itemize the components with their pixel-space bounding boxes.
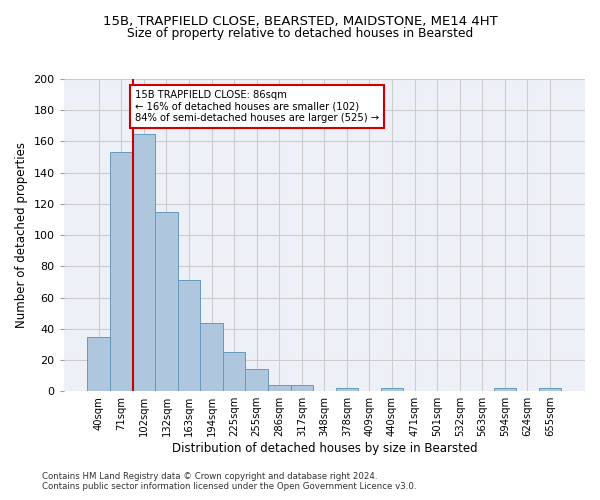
Bar [335,388,358,391]
Bar [494,388,516,391]
Bar [268,385,290,391]
Bar [155,212,178,391]
Bar [223,352,245,391]
Bar [200,322,223,391]
Bar [245,370,268,391]
Text: Contains HM Land Registry data © Crown copyright and database right 2024.: Contains HM Land Registry data © Crown c… [42,472,377,481]
Bar [539,388,562,391]
Text: Contains public sector information licensed under the Open Government Licence v3: Contains public sector information licen… [42,482,416,491]
Bar [290,385,313,391]
Text: 15B, TRAPFIELD CLOSE, BEARSTED, MAIDSTONE, ME14 4HT: 15B, TRAPFIELD CLOSE, BEARSTED, MAIDSTON… [103,15,497,28]
Bar [381,388,403,391]
Bar [133,134,155,391]
Bar [88,336,110,391]
Y-axis label: Number of detached properties: Number of detached properties [15,142,28,328]
Text: Size of property relative to detached houses in Bearsted: Size of property relative to detached ho… [127,28,473,40]
Bar [178,280,200,391]
X-axis label: Distribution of detached houses by size in Bearsted: Distribution of detached houses by size … [172,442,477,455]
Bar [110,152,133,391]
Text: 15B TRAPFIELD CLOSE: 86sqm
← 16% of detached houses are smaller (102)
84% of sem: 15B TRAPFIELD CLOSE: 86sqm ← 16% of deta… [135,90,379,123]
